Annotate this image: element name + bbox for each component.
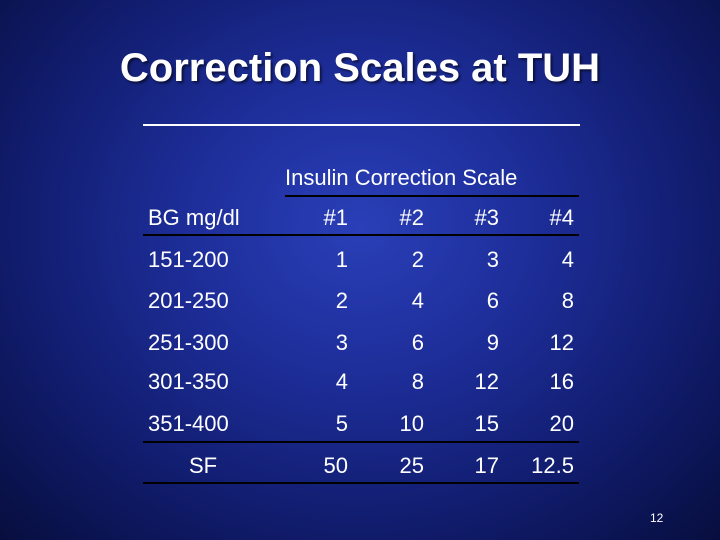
- table-cell-r6-scale-2: 25: [399, 453, 424, 478]
- table-cell-r5-scale-1: 5: [335, 411, 348, 436]
- table-heading: Insulin Correction Scale: [285, 165, 518, 190]
- slide-number: 12: [650, 511, 664, 525]
- table-cell-r4-bg: 301-350: [148, 369, 229, 394]
- table-cell-r2-scale-1: 2: [335, 288, 348, 313]
- column-header-scale-4: #4: [549, 205, 574, 230]
- column-header-scale-2: #2: [399, 205, 424, 230]
- table-cell-r5-scale-4: 20: [549, 411, 574, 436]
- table-cell-r6-bg: SF: [188, 453, 218, 478]
- table-cell-r4-scale-2: 8: [411, 369, 424, 394]
- table-cell-r4-scale-3: 12: [474, 369, 499, 394]
- title-underline: [143, 124, 580, 126]
- table-cell-r1-scale-1: 1: [335, 247, 348, 272]
- table-cell-r1-scale-2: 2: [411, 247, 424, 272]
- column-header-bg: BG mg/dl: [148, 205, 240, 230]
- table-cell-r2-scale-3: 6: [486, 288, 499, 313]
- table-cell-r3-scale-2: 6: [411, 330, 424, 355]
- table-cell-r6-scale-3: 17: [474, 453, 499, 478]
- table-cell-r6-scale-1: 50: [323, 453, 348, 478]
- table-cell-r2-scale-4: 8: [561, 288, 574, 313]
- table-cell-r6-scale-4: 12.5: [531, 453, 574, 478]
- table-cell-r3-scale-1: 3: [335, 330, 348, 355]
- body-bottom-rule: [143, 441, 579, 443]
- table-cell-r3-scale-4: 12: [549, 330, 574, 355]
- table-cell-r1-scale-3: 3: [486, 247, 499, 272]
- table-cell-r1-bg: 151-200: [148, 247, 229, 272]
- table-bottom-rule: [143, 482, 579, 484]
- column-header-scale-1: #1: [323, 205, 348, 230]
- table-cell-r5-scale-2: 10: [399, 411, 424, 436]
- slide-title: Correction Scales at TUH: [119, 46, 601, 90]
- table-cell-r2-scale-2: 4: [411, 288, 424, 313]
- table-cell-r2-bg: 201-250: [148, 288, 229, 313]
- table-cell-r1-scale-4: 4: [561, 247, 574, 272]
- table-cell-r5-scale-3: 15: [474, 411, 499, 436]
- table-cell-r3-bg: 251-300: [148, 330, 229, 355]
- table-cell-r4-scale-4: 16: [549, 369, 574, 394]
- table-cell-r5-bg: 351-400: [148, 411, 229, 436]
- column-header-scale-3: #3: [474, 205, 499, 230]
- header-bottom-rule: [143, 234, 579, 236]
- table-cell-r4-scale-1: 4: [335, 369, 348, 394]
- header-top-rule: [285, 195, 579, 197]
- table-cell-r3-scale-3: 9: [486, 330, 499, 355]
